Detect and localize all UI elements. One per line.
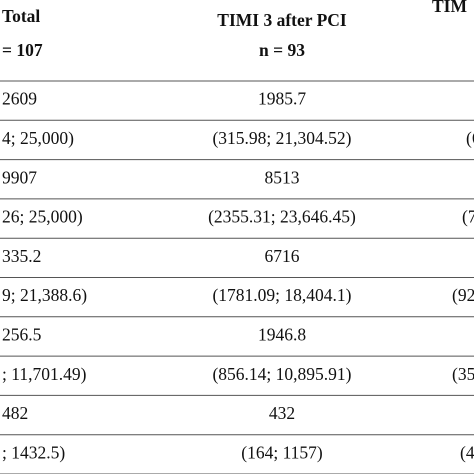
cell: (1781.09; 18,404.1) xyxy=(212,285,351,305)
cell: (315.98; 21,304.52) xyxy=(212,128,351,148)
cell: 2609 xyxy=(2,89,37,109)
cell: 256.5 xyxy=(2,324,42,344)
cell: ; 1432.5) xyxy=(2,442,65,462)
cell: ; 11,701.49) xyxy=(2,364,87,384)
cell: 482 xyxy=(2,403,28,423)
cell: (6 xyxy=(466,128,474,148)
cell: (164; 1157) xyxy=(241,442,323,462)
cell: (2355.31; 23,646.45) xyxy=(208,207,356,227)
cell: 432 xyxy=(269,403,295,423)
cell: 335.2 xyxy=(2,246,41,266)
cell: 1985.7 xyxy=(258,89,306,109)
header-subtitle: n = 93 xyxy=(259,40,305,60)
cell: 9; 21,388.6) xyxy=(2,285,87,305)
cell: (92 xyxy=(452,285,474,305)
cell: 6716 xyxy=(265,246,300,266)
cell: 9907 xyxy=(2,167,37,187)
header-title: TIMI 3 after PCI xyxy=(217,10,347,30)
header-subtitle: = 107 xyxy=(2,40,43,60)
cell: 4; 25,000) xyxy=(2,128,74,148)
cell: 1946.8 xyxy=(258,324,306,344)
cell: (35 xyxy=(452,364,474,384)
cell: (4 xyxy=(460,442,474,462)
cell: (7 xyxy=(462,207,474,227)
cell: (856.14; 10,895.91) xyxy=(212,364,351,384)
cell: 26; 25,000) xyxy=(2,207,83,227)
header-title: TIM xyxy=(432,0,467,16)
cell: 8513 xyxy=(265,167,300,187)
header-title: Total xyxy=(2,6,40,26)
